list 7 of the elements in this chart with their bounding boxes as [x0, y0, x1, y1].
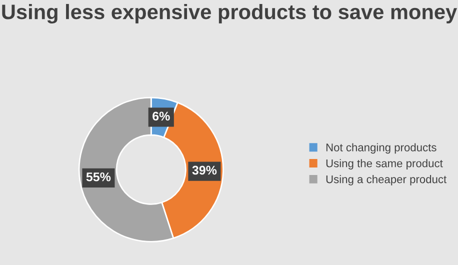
legend-label: Not changing products: [326, 143, 436, 154]
data-label: 6%: [152, 112, 170, 121]
legend-label: Using a cheaper product: [326, 175, 447, 186]
data-label: 39%: [192, 166, 217, 175]
data-label: 55%: [86, 172, 111, 182]
legend-label: Using the same product: [326, 159, 443, 170]
chart-title: Using less expensive products to save money: [2, 4, 457, 24]
